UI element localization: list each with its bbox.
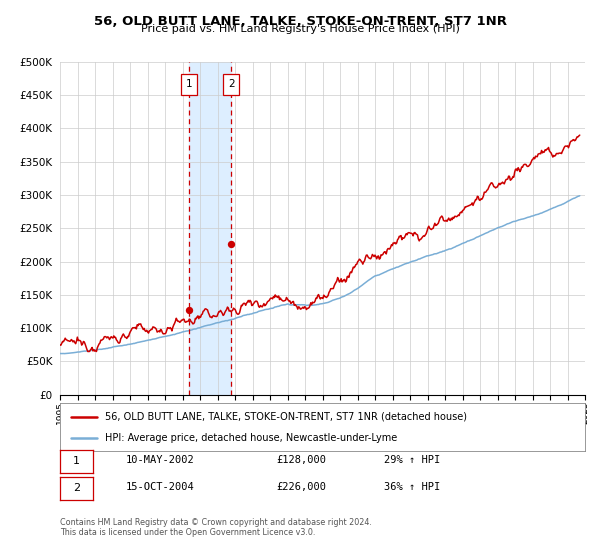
Point (227, 240, 236, 249)
Text: 1: 1 (73, 456, 80, 466)
Bar (181, 73, 197, 95)
Text: 56, OLD BUTT LANE, TALKE, STOKE-ON-TRENT, ST7 1NR: 56, OLD BUTT LANE, TALKE, STOKE-ON-TRENT… (94, 15, 506, 27)
Bar (189, 62, 232, 395)
Text: 2: 2 (73, 483, 80, 493)
Text: £128,000: £128,000 (276, 455, 326, 465)
Text: 1: 1 (185, 80, 192, 89)
Text: £226,000: £226,000 (276, 482, 326, 492)
Text: HPI: Average price, detached house, Newcastle-under-Lyme: HPI: Average price, detached house, Newc… (104, 433, 397, 444)
Bar (223, 73, 239, 95)
Text: 56, OLD BUTT LANE, TALKE, STOKE-ON-TRENT, ST7 1NR (detached house): 56, OLD BUTT LANE, TALKE, STOKE-ON-TRENT… (104, 412, 467, 422)
Point (184, 305, 194, 314)
Text: Contains HM Land Registry data © Crown copyright and database right 2024.
This d: Contains HM Land Registry data © Crown c… (60, 518, 372, 538)
Text: 10-MAY-2002: 10-MAY-2002 (126, 455, 195, 465)
Text: 2: 2 (228, 80, 235, 89)
Text: 15-OCT-2004: 15-OCT-2004 (126, 482, 195, 492)
Text: Price paid vs. HM Land Registry's House Price Index (HPI): Price paid vs. HM Land Registry's House … (140, 24, 460, 34)
Text: 36% ↑ HPI: 36% ↑ HPI (384, 482, 440, 492)
Text: 29% ↑ HPI: 29% ↑ HPI (384, 455, 440, 465)
